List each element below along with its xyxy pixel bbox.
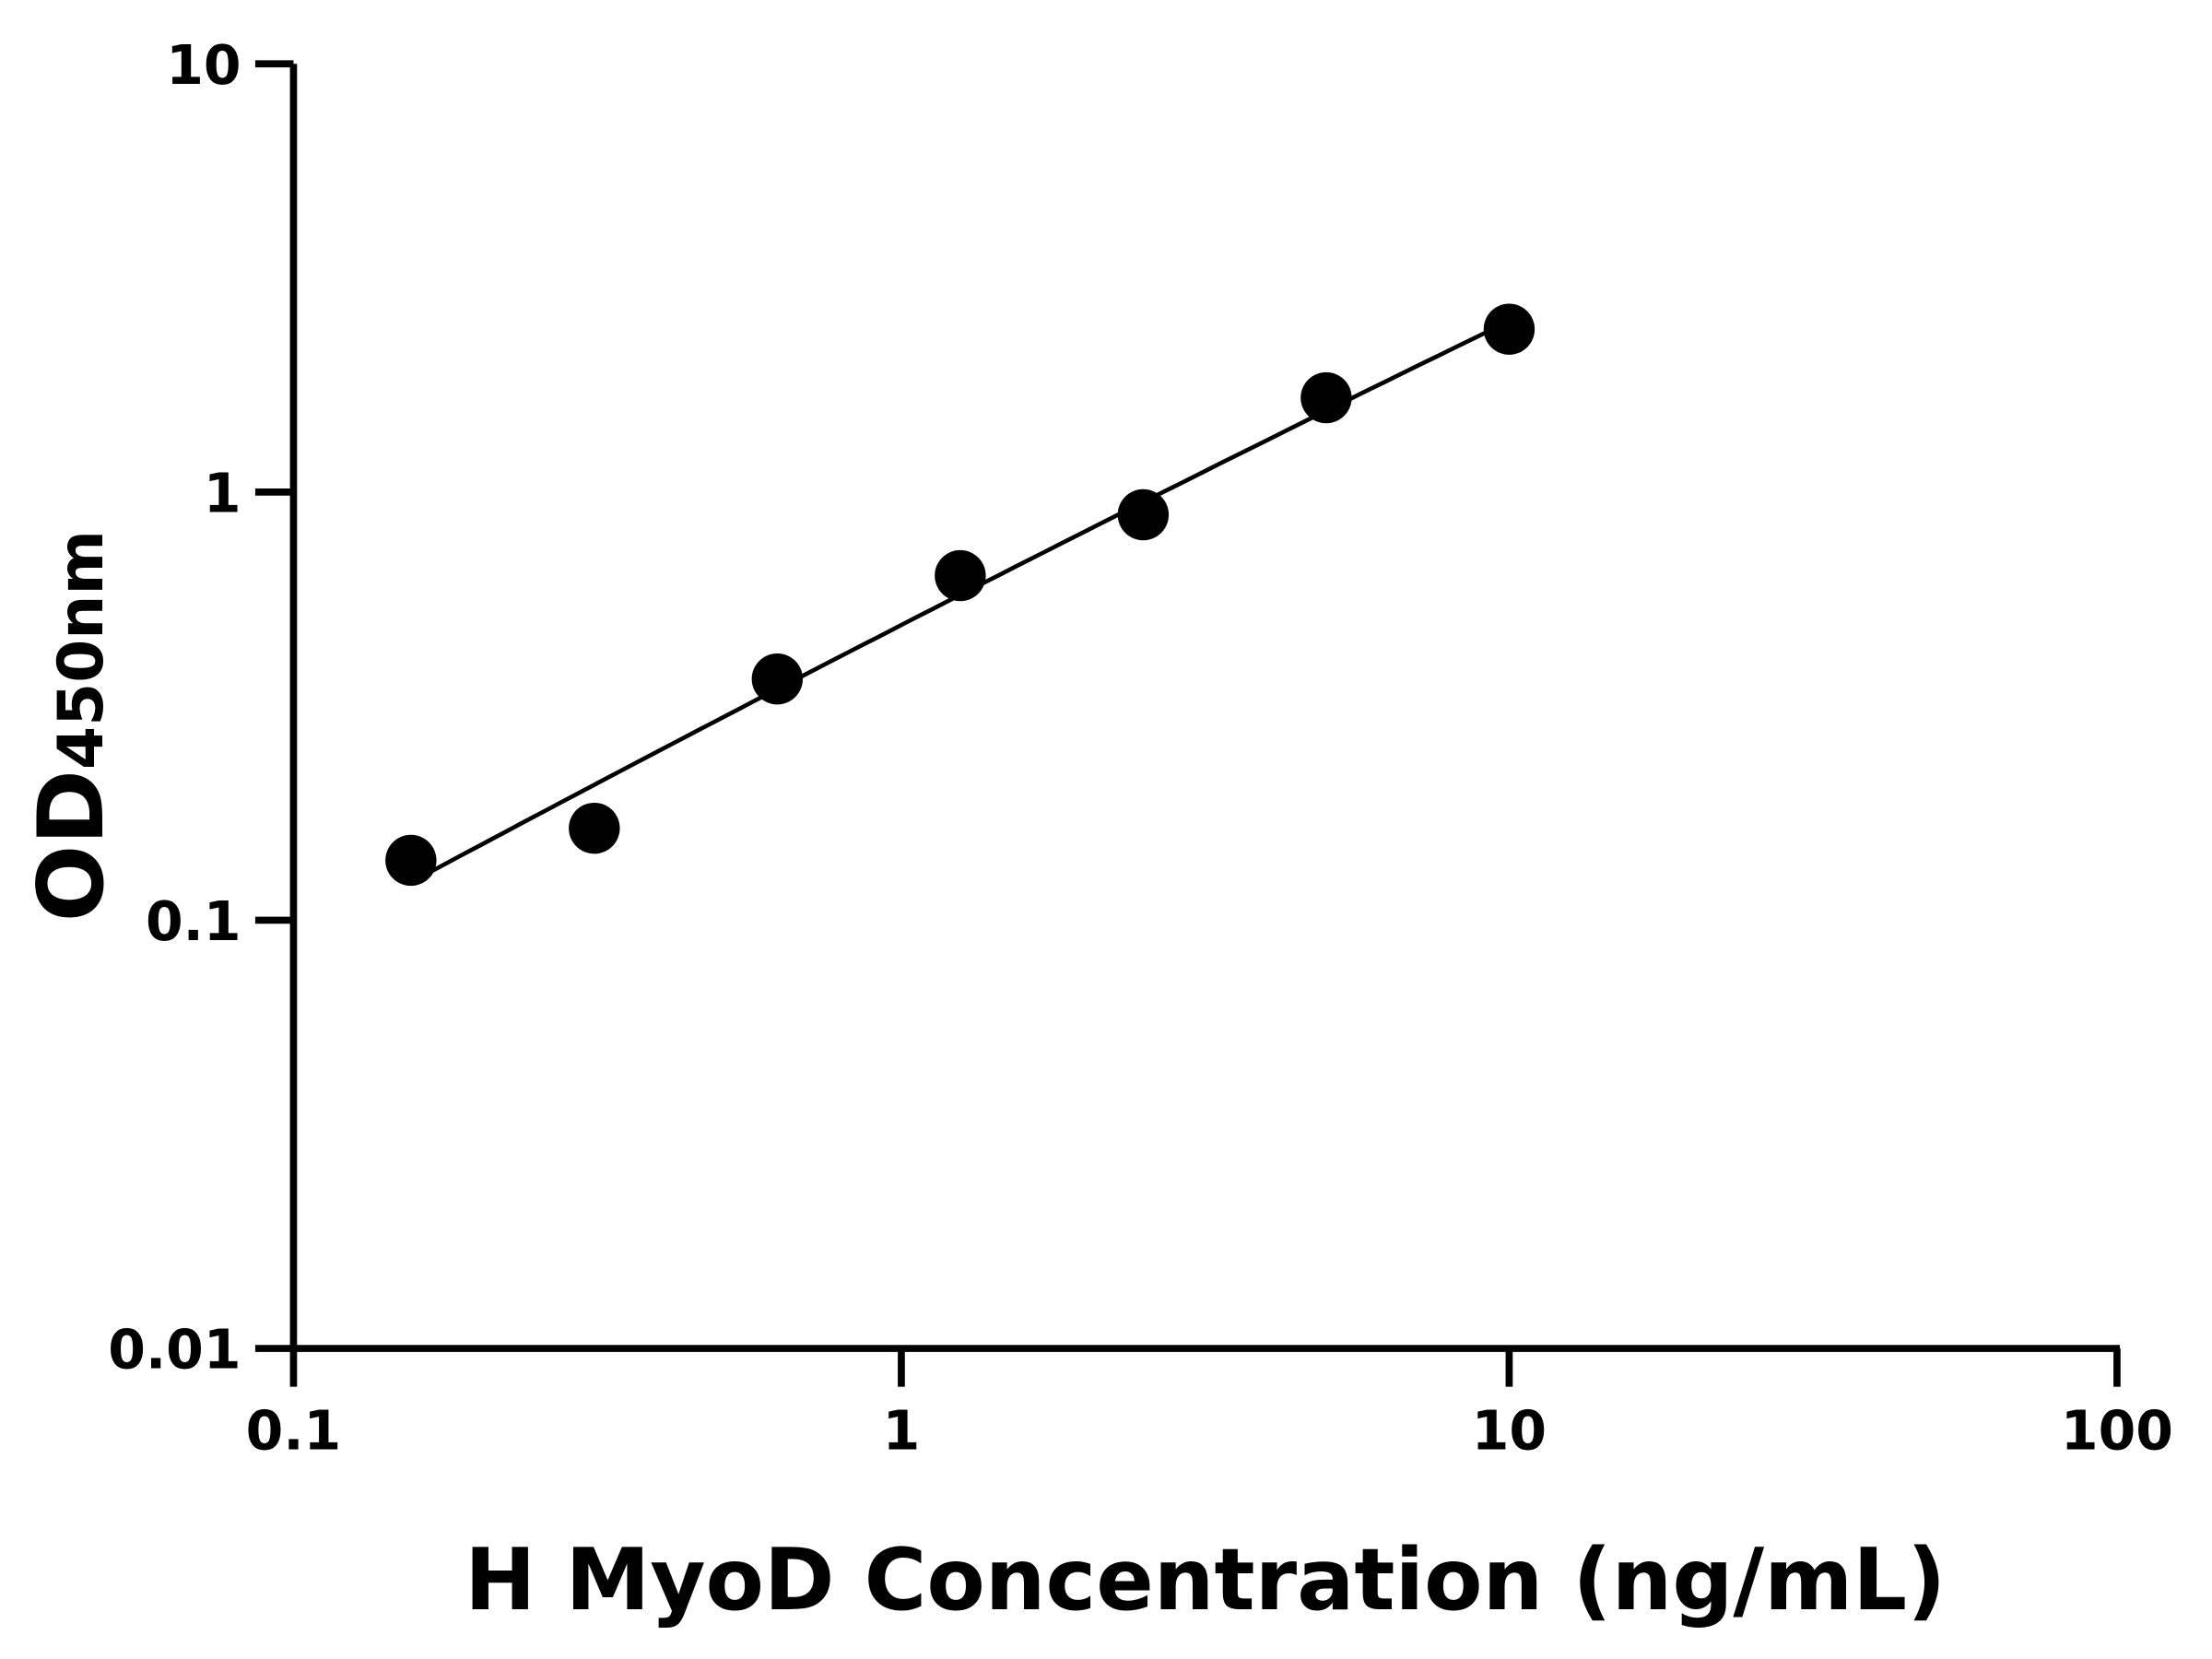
x-tick-label: 10 — [1472, 1399, 1547, 1462]
data-point — [385, 834, 437, 887]
data-point — [1483, 303, 1535, 355]
x-tick-label: 0.1 — [246, 1399, 342, 1462]
data-point — [935, 549, 986, 602]
x-tick-label: 1 — [883, 1399, 921, 1462]
data-point — [1300, 371, 1352, 424]
y-axis-label-main: OD — [19, 770, 124, 922]
data-points — [385, 303, 1535, 887]
y-tick-label: 10 — [166, 34, 241, 97]
data-point — [751, 653, 804, 705]
data-point — [1117, 488, 1170, 541]
y-tick-label: 0.1 — [146, 890, 241, 953]
data-point — [569, 802, 620, 854]
x-tick-label: 100 — [2061, 1399, 2173, 1462]
axes — [289, 64, 2120, 1352]
y-tick-label: 1 — [204, 462, 241, 524]
x-axis-label: H MyoD Concentration (ng/mL) — [465, 1530, 1946, 1630]
y-tick-label: 0.01 — [108, 1319, 241, 1382]
y-axis-label: OD450nm — [19, 530, 124, 922]
y-axis-label-sub: 450nm — [44, 530, 117, 770]
